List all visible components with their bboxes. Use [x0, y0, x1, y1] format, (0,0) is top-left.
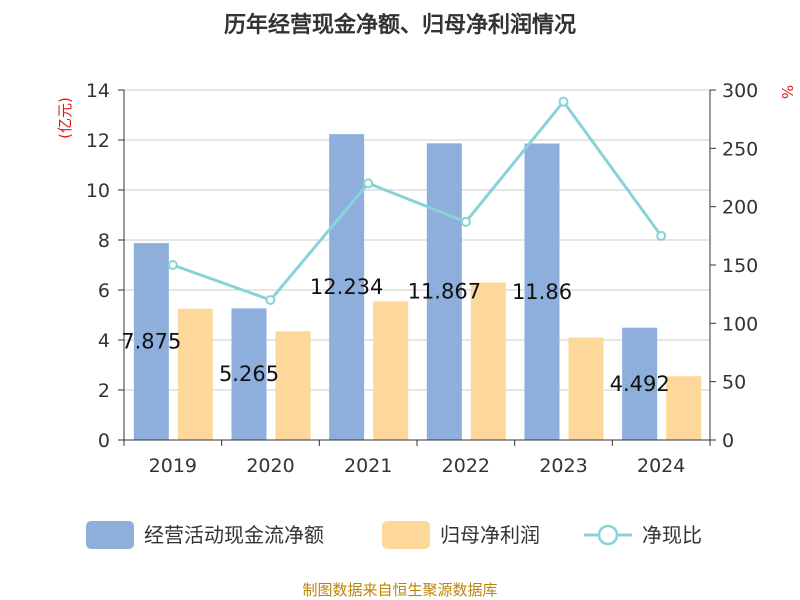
bar-netprofit [275, 331, 311, 440]
bar-netprofit [177, 308, 213, 440]
bar-cashflow [231, 308, 267, 440]
bar-cashflow [426, 143, 462, 440]
left-tick-label: 8 [98, 230, 110, 252]
left-tick-label: 0 [98, 430, 110, 452]
bar-netprofit [470, 282, 506, 440]
left-tick-label: 6 [98, 280, 110, 302]
bar-cashflow [524, 143, 560, 440]
legend-label-netprofit[interactable]: 归母净利润 [440, 523, 540, 547]
chart-title: 历年经营现金净额、归母净利润情况 [224, 12, 576, 38]
x-tick-label: 2022 [442, 455, 490, 477]
bar-value-label: 7.875 [121, 330, 181, 354]
legend-label-ratio[interactable]: 净现比 [642, 523, 702, 547]
bar-value-label: 11.86 [512, 280, 572, 304]
right-tick-label: 200 [722, 197, 758, 219]
ratio-line-path [172, 99, 663, 302]
ratio-point [167, 260, 178, 270]
left-tick-label: 10 [86, 180, 110, 202]
legend-swatch-cashflow[interactable] [86, 521, 134, 549]
bar-value-label: 12.234 [310, 275, 383, 299]
right-tick-label: 300 [722, 80, 758, 102]
right-tick-label: 250 [722, 138, 758, 160]
ratio-point [558, 96, 569, 107]
right-tick-label: 100 [722, 313, 758, 335]
left-tick-label: 12 [86, 130, 110, 152]
x-tick-label: 2023 [539, 455, 587, 477]
data-labels: 7.875 5.265 12.234 11.867 11.86 4.492 [121, 275, 669, 396]
bar-netprofit [666, 376, 702, 440]
source-note: 制图数据来自恒生聚源数据库 [302, 581, 497, 599]
gridlines [124, 89, 710, 391]
ratio-line [167, 96, 667, 305]
bar-cashflow [133, 243, 169, 440]
bar-cashflow [622, 327, 658, 440]
x-tick-label: 2019 [149, 455, 197, 477]
left-tick-label: 4 [98, 330, 110, 352]
left-tick-label: 2 [98, 380, 110, 402]
left-tick-label: 14 [86, 80, 110, 102]
x-tick-label: 2024 [637, 455, 685, 477]
bar-cashflow [329, 134, 365, 440]
right-tick-label: 150 [722, 255, 758, 277]
bars [133, 134, 702, 440]
right-axis-unit: % [778, 85, 796, 99]
x-tick-label: 2021 [344, 455, 392, 477]
ratio-point [363, 178, 374, 189]
bar-value-label: 5.265 [219, 362, 279, 386]
bar-value-label: 11.867 [408, 280, 481, 304]
legend-label-cashflow[interactable]: 经营活动现金流净额 [144, 523, 324, 547]
bar-netprofit [568, 337, 604, 440]
left-axis-unit: (亿元) [56, 97, 74, 139]
legend-swatch-netprofit[interactable] [382, 521, 430, 549]
right-tick-label: 50 [722, 372, 746, 394]
legend: 经营活动现金流净额 归母净利润 净现比 [86, 521, 702, 549]
ratio-point [656, 230, 667, 241]
x-tick-label: 2020 [246, 455, 294, 477]
legend-marker-ratio[interactable] [597, 524, 619, 546]
ratio-point [265, 295, 276, 305]
right-tick-label: 0 [722, 430, 734, 452]
axes: 0 2 4 6 8 10 12 14 0 50 100 150 200 250 300 2019 2020 202… [86, 80, 758, 477]
bar-value-label: 4.492 [610, 372, 670, 396]
bar-netprofit [373, 301, 409, 440]
ratio-point [460, 216, 471, 227]
